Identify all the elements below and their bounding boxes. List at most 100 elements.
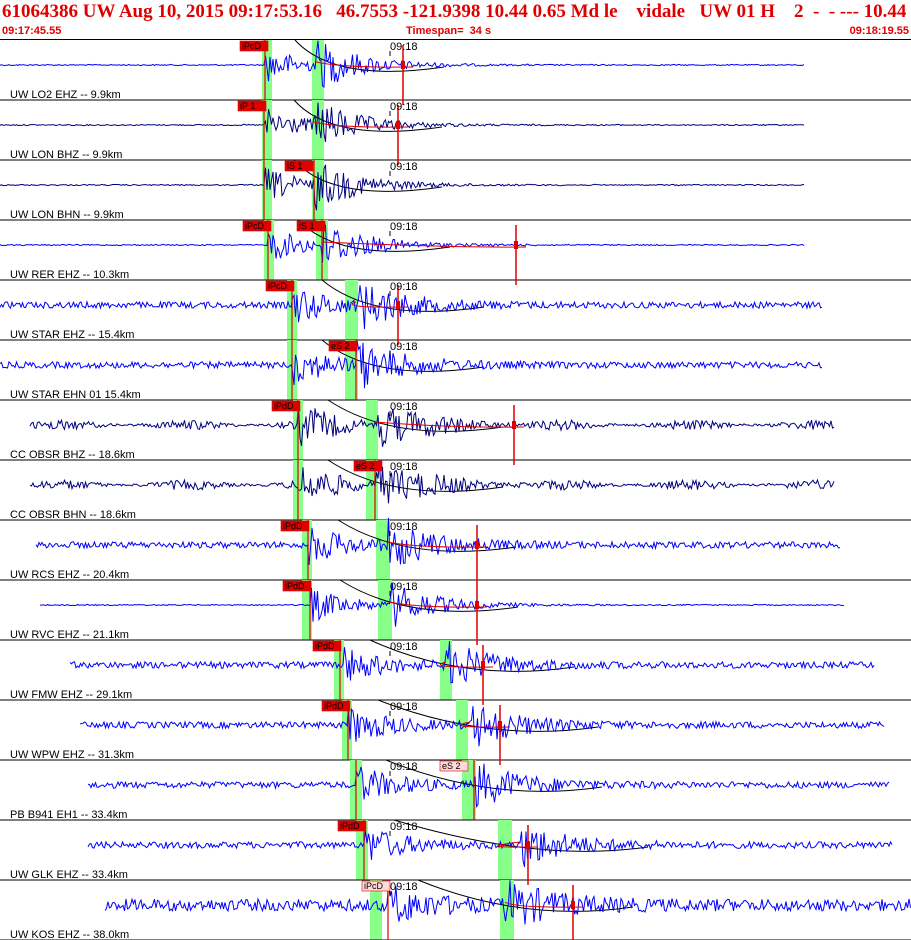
pick-label-box[interactable] — [296, 220, 326, 232]
event-title: 61064386 UW Aug 10, 2015 09:17:53.16 46.… — [2, 1, 911, 22]
coda-envelope — [497, 841, 539, 848]
time-tick-label: 09:18 — [390, 881, 418, 893]
pick-label[interactable]: iPdD — [315, 641, 335, 651]
waveform-trace[interactable] — [0, 221, 805, 263]
coda-envelope — [389, 601, 488, 608]
pick-label-box[interactable] — [282, 580, 312, 592]
pick-label[interactable]: iPdD — [274, 401, 294, 411]
coda-envelope — [460, 721, 511, 728]
pick-label[interactable]: eS 2 — [356, 461, 375, 471]
event-marker-blob — [526, 841, 530, 849]
theoretical-curve — [337, 519, 517, 552]
pick-label-box[interactable] — [361, 880, 391, 892]
header-separator — [0, 39, 911, 40]
event-marker-blob — [396, 301, 400, 309]
pick-label-box[interactable] — [265, 280, 295, 292]
pick-label[interactable]: iS 1 — [299, 221, 315, 231]
waveform-trace[interactable] — [0, 102, 805, 143]
theoretical-curve — [327, 399, 504, 432]
coda-envelope — [313, 121, 409, 128]
event-marker-blob — [475, 541, 479, 549]
pick-window-band — [334, 640, 344, 700]
pick-label-box[interactable] — [439, 760, 469, 772]
start-time: 09:17:45.55 — [2, 25, 62, 37]
waveform-trace[interactable] — [35, 517, 841, 565]
pick-window-band — [262, 160, 272, 220]
station-label: UW GLK EHZ -- 33.4km — [10, 869, 128, 881]
event-marker-blob — [571, 901, 575, 909]
pick-label-box[interactable] — [237, 100, 267, 112]
waveform-trace[interactable] — [0, 164, 805, 211]
station-label: UW RER EHZ -- 10.3km — [10, 269, 129, 281]
pick-window-band — [345, 280, 358, 340]
pick-label-box[interactable] — [337, 820, 367, 832]
pick-label-box[interactable] — [280, 520, 310, 532]
time-tick-label: 09:18 — [390, 101, 418, 113]
station-label: UW FMW EHZ -- 29.1km — [10, 689, 132, 701]
pick-window-band — [342, 700, 352, 760]
waveform-trace[interactable] — [69, 641, 875, 684]
time-tick-label: 09:18 — [390, 581, 418, 593]
pick-label[interactable]: iPdD — [340, 821, 360, 831]
waveform-trace[interactable] — [29, 405, 835, 447]
pick-label[interactable]: iPcD — [268, 281, 288, 291]
pick-label[interactable]: eS 2 — [331, 341, 350, 351]
pick-label[interactable]: iPdD — [285, 581, 305, 591]
waveform-trace[interactable] — [0, 339, 823, 389]
pick-label[interactable]: iPcD — [242, 41, 262, 51]
pick-label[interactable]: iP 1 — [240, 101, 255, 111]
theoretical-curve — [385, 759, 603, 792]
waveform-trace[interactable] — [0, 285, 823, 330]
pick-label-box[interactable] — [239, 40, 269, 52]
coda-envelope — [351, 301, 409, 308]
station-label: UW STAR EHN 01 15.4km — [10, 389, 141, 401]
pick-label-box[interactable] — [353, 460, 383, 472]
end-time: 09:18:19.55 — [849, 25, 909, 37]
pick-label-box[interactable] — [312, 640, 342, 652]
waveform-trace[interactable] — [29, 462, 835, 504]
theoretical-curve — [294, 39, 445, 72]
pick-label[interactable]: iPcD — [245, 221, 265, 231]
pick-window-band — [302, 580, 312, 640]
pick-window-band — [370, 880, 382, 940]
station-label: UW LON BHZ -- 9.9km — [10, 149, 122, 161]
time-tick-label: 09:18 — [390, 281, 418, 293]
event-marker-blob — [498, 721, 502, 729]
theoretical-curve — [327, 459, 504, 492]
pick-window-band — [378, 580, 392, 640]
station-label: UW RCS EHZ -- 20.4km — [10, 569, 129, 581]
time-tick-label: 09:18 — [390, 461, 418, 473]
station-label: UW LO2 EHZ -- 9.9km — [10, 89, 121, 101]
pick-label[interactable]: iPdD — [283, 521, 303, 531]
timespan: Timespan= 34 s — [406, 25, 492, 37]
event-marker-blob — [481, 661, 485, 669]
pick-label-box[interactable] — [284, 160, 314, 172]
pick-window-band — [312, 100, 324, 160]
pick-label[interactable]: iS 1 — [287, 161, 303, 171]
coda-envelope — [387, 541, 488, 548]
pick-label[interactable]: iPcD — [364, 881, 384, 891]
pick-label-box[interactable] — [328, 340, 358, 352]
time-tick-label: 09:18 — [390, 521, 418, 533]
time-tick-label: 09:18 — [390, 41, 418, 53]
pick-label[interactable]: iPdD — [324, 701, 344, 711]
waveform-trace[interactable] — [40, 583, 845, 627]
pick-window-band — [498, 820, 512, 880]
pick-label[interactable]: eS 2 — [442, 761, 461, 771]
pick-label-box[interactable] — [321, 700, 351, 712]
pick-window-band — [264, 220, 274, 280]
pick-window-band — [366, 400, 378, 460]
pick-label-box[interactable] — [242, 220, 272, 232]
waveform-trace[interactable] — [80, 706, 885, 747]
event-marker-blob — [475, 601, 479, 609]
time-tick-label: 09:18 — [390, 161, 418, 173]
waveform-trace[interactable] — [87, 763, 890, 808]
waveform-trace[interactable] — [87, 830, 893, 868]
pick-window-band — [456, 700, 468, 760]
theoretical-curve — [293, 99, 443, 132]
station-label: UW KOS EHZ -- 38.0km — [10, 929, 129, 940]
station-label: CC OBSR BHN -- 18.6km — [10, 509, 136, 521]
waveform-trace[interactable] — [104, 880, 911, 925]
pick-label-box[interactable] — [271, 400, 301, 412]
